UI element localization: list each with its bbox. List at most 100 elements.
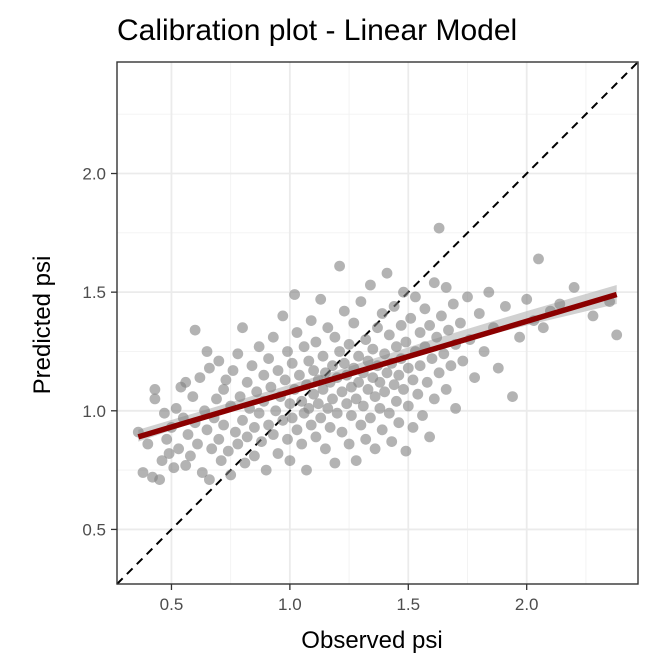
data-point — [469, 372, 480, 383]
x-tick-label: 2.0 — [515, 595, 539, 614]
data-point — [301, 464, 312, 476]
data-point — [232, 438, 244, 450]
data-point — [315, 412, 327, 424]
data-point — [355, 296, 367, 307]
data-point — [376, 424, 388, 436]
data-point — [450, 403, 461, 414]
data-point — [405, 312, 417, 324]
data-point — [265, 381, 277, 393]
data-point — [291, 424, 303, 436]
data-point — [320, 443, 331, 455]
data-point — [343, 438, 355, 450]
data-point — [237, 414, 248, 426]
data-point — [611, 329, 623, 341]
data-point — [436, 310, 447, 322]
data-point — [334, 260, 345, 272]
data-point — [218, 384, 230, 395]
data-point — [215, 455, 227, 466]
data-point — [424, 320, 435, 331]
data-point — [395, 320, 407, 331]
data-point — [189, 324, 201, 336]
data-point — [310, 431, 322, 443]
data-point — [220, 374, 232, 386]
data-point — [414, 327, 426, 338]
data-point — [360, 334, 372, 345]
data-point — [407, 374, 419, 386]
data-point — [374, 403, 386, 414]
data-point — [201, 424, 213, 436]
data-point — [386, 436, 398, 447]
data-point — [388, 301, 400, 312]
data-point — [187, 391, 199, 402]
data-point — [163, 448, 175, 459]
data-point — [194, 372, 206, 383]
data-point — [282, 433, 293, 445]
y-axis-title: Predicted psi — [29, 256, 56, 395]
data-point — [298, 341, 310, 353]
data-point — [272, 448, 284, 459]
data-point — [350, 455, 362, 466]
data-point — [170, 403, 182, 414]
data-point — [277, 310, 289, 322]
data-point — [410, 291, 421, 303]
data-point — [201, 346, 213, 357]
data-point — [393, 369, 405, 381]
data-point — [374, 376, 386, 388]
data-point — [353, 350, 364, 362]
data-point — [305, 419, 317, 431]
data-point — [350, 393, 362, 405]
y-tick-label: 0.5 — [82, 520, 106, 539]
y-axis-ticks: 0.5 1.0 1.5 2.0 — [82, 165, 117, 539]
data-point — [438, 348, 450, 360]
data-point — [455, 317, 466, 329]
data-point — [383, 407, 395, 419]
data-point — [367, 343, 379, 355]
data-point — [514, 331, 525, 343]
data-point — [253, 341, 265, 353]
data-point — [587, 310, 599, 322]
data-point — [263, 353, 274, 364]
data-point — [393, 417, 405, 429]
data-point — [161, 433, 173, 445]
data-point — [379, 386, 390, 398]
data-point — [533, 253, 544, 265]
data-point — [310, 336, 322, 348]
data-point — [289, 289, 300, 300]
data-point — [230, 426, 241, 438]
data-point — [440, 282, 452, 293]
data-point — [327, 393, 338, 405]
data-point — [267, 429, 279, 440]
data-point — [365, 412, 376, 424]
data-point — [391, 341, 402, 353]
x-tick-label: 0.5 — [160, 595, 184, 614]
data-point — [478, 346, 490, 357]
data-point — [338, 357, 350, 369]
data-point — [149, 393, 161, 405]
data-point — [419, 303, 431, 315]
data-point — [192, 438, 203, 450]
data-point — [426, 353, 438, 364]
x-axis-ticks: 0.5 1.0 1.5 2.0 — [160, 584, 539, 614]
x-tick-label: 1.5 — [396, 595, 420, 614]
data-point — [137, 467, 149, 478]
data-point — [159, 407, 170, 419]
data-point — [431, 331, 443, 343]
data-point — [279, 374, 291, 386]
data-point — [322, 322, 334, 334]
data-point — [462, 291, 473, 303]
y-tick-label: 2.0 — [82, 165, 106, 184]
data-point — [149, 384, 161, 395]
data-point — [327, 360, 338, 372]
data-point — [341, 398, 353, 410]
data-point — [457, 355, 469, 367]
data-point — [222, 445, 234, 457]
data-point — [225, 469, 237, 481]
data-point — [154, 474, 166, 485]
data-point — [204, 474, 215, 485]
data-point — [343, 339, 355, 350]
data-point — [433, 367, 445, 379]
data-point — [507, 391, 518, 402]
data-point — [296, 438, 308, 450]
data-point — [402, 400, 414, 412]
